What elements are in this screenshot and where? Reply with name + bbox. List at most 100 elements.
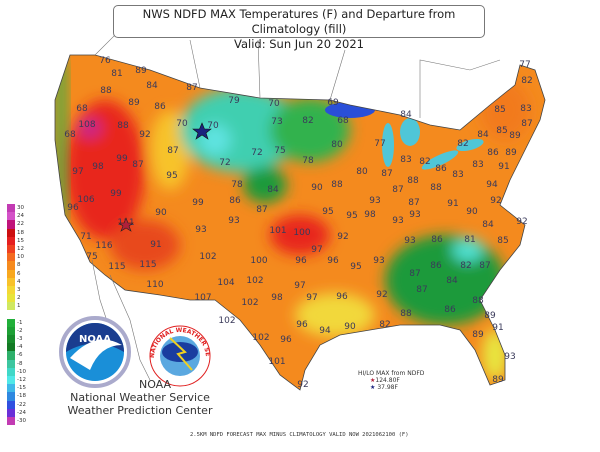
legend-swatch — [7, 359, 15, 368]
temperature-label: 107 — [194, 293, 211, 303]
credit-noaa: NOAA — [138, 378, 172, 391]
temperature-label: 97 — [294, 281, 305, 291]
legend-entry: -30 — [7, 416, 31, 426]
temperature-label: 93 — [504, 352, 515, 362]
temperature-label: 92 — [337, 232, 348, 242]
temperature-label: 86 — [431, 235, 443, 245]
legend-entry: 18 — [7, 228, 31, 237]
temperature-label: 96 — [296, 320, 308, 330]
legend-entry: -10 — [7, 367, 31, 376]
temperature-label: 92 — [376, 290, 387, 300]
temperature-label: 85 — [496, 126, 507, 136]
legend-label: 2 — [17, 295, 21, 302]
temperature-label: 95 — [346, 211, 357, 221]
temperature-label: 115 — [108, 262, 125, 272]
temperature-label: 94 — [319, 326, 331, 336]
legend-swatch — [7, 269, 15, 278]
legend-swatch — [7, 326, 15, 335]
temperature-label: 99 — [116, 154, 128, 164]
temperature-label: 84 — [477, 130, 489, 140]
legend-swatch — [7, 244, 15, 254]
temperature-label: 115 — [139, 260, 156, 270]
legend-swatch — [7, 343, 15, 352]
legend-swatch — [7, 285, 15, 295]
temperature-label: 102 — [199, 252, 216, 262]
legend-swatch — [7, 400, 15, 409]
temperature-label: 86 — [435, 164, 447, 174]
temperature-label: 85 — [497, 236, 508, 246]
legend-swatch — [7, 294, 15, 303]
temperature-label: 77 — [374, 139, 385, 149]
temperature-label: 88 — [331, 180, 343, 190]
temperature-label: 89 — [509, 131, 521, 141]
temperature-label: 93 — [195, 225, 206, 235]
temperature-label: 69 — [327, 98, 339, 108]
legend-label: -15 — [17, 385, 26, 392]
legend-entry: -1 — [7, 318, 31, 327]
legend-swatch — [7, 212, 15, 221]
temperature-label: 72 — [251, 148, 262, 158]
temperature-label: 87 — [521, 119, 532, 129]
legend-swatch — [7, 384, 15, 393]
temperature-label: 102 — [252, 333, 269, 343]
legend-label: 1 — [17, 303, 21, 310]
temperature-label: 102 — [241, 298, 258, 308]
legend-swatch — [7, 236, 15, 245]
temperature-label: 70 — [176, 119, 188, 129]
temperature-label: 75 — [86, 252, 97, 262]
legend-label: 6 — [17, 270, 21, 277]
legend-label: 30 — [17, 205, 24, 211]
temperature-label: 86 — [229, 196, 241, 206]
temperature-label: 93 — [228, 216, 239, 226]
credits: NOAA National Weather Service Weather Pr… — [60, 378, 220, 417]
legend-entry: -2 — [7, 326, 31, 335]
temperature-label: 79 — [228, 96, 240, 106]
legend-swatch — [7, 277, 15, 286]
temperature-label: 97 — [311, 245, 322, 255]
temperature-label: 83 — [520, 104, 531, 114]
legend-label: 12 — [17, 245, 24, 252]
temperature-label: 87 — [479, 261, 490, 271]
temperature-label: 98 — [271, 293, 283, 303]
legend-swatch — [7, 416, 15, 426]
legend-entry: -8 — [7, 359, 31, 368]
temperature-label: 87 — [408, 198, 419, 208]
temperature-label: 82 — [419, 157, 430, 167]
legend-label: 18 — [17, 229, 24, 236]
legend-label: 22 — [17, 221, 24, 228]
legend-label: -3 — [17, 336, 23, 342]
temperature-label: 78 — [302, 156, 314, 166]
temperature-label: 75 — [274, 146, 285, 156]
legend-label: -30 — [17, 417, 26, 424]
legend-entry: 15 — [7, 236, 31, 245]
legend-entry: -3 — [7, 335, 31, 344]
temperature-label: 85 — [494, 105, 505, 115]
noaa-logo-text: NOAA — [79, 334, 111, 345]
hilo-title: HI/LO MAX from NDFD — [358, 370, 425, 377]
legend-entry: 4 — [7, 277, 31, 286]
temperature-label: 82 — [460, 261, 471, 271]
hilo-legend: HI/LO MAX from NDFD ★124.80F ★ 37.98F — [358, 370, 424, 391]
temperature-label: 82 — [521, 76, 532, 86]
legend-entry: -24 — [7, 408, 31, 417]
hi-value: 124.80F — [375, 377, 400, 384]
lake-erie — [421, 150, 459, 170]
legend-entry: 22 — [7, 220, 31, 229]
legend-label: -10 — [17, 368, 26, 375]
legend-entry: -22 — [7, 400, 31, 409]
temperature-label: 92 — [139, 130, 150, 140]
temperature-label: 96 — [295, 256, 307, 266]
temperature-label: 84 — [400, 110, 412, 120]
temperature-label: 89 — [135, 66, 147, 76]
temperature-label: 93 — [392, 216, 403, 226]
temperature-label: 84 — [482, 220, 494, 230]
temperature-label: 87 — [167, 146, 178, 156]
lo-value: 37.98F — [377, 384, 398, 391]
temperature-label: 88 — [117, 121, 129, 131]
temperature-label: 99 — [192, 198, 204, 208]
temperature-label: 95 — [166, 171, 177, 181]
legend-swatch — [7, 335, 15, 344]
